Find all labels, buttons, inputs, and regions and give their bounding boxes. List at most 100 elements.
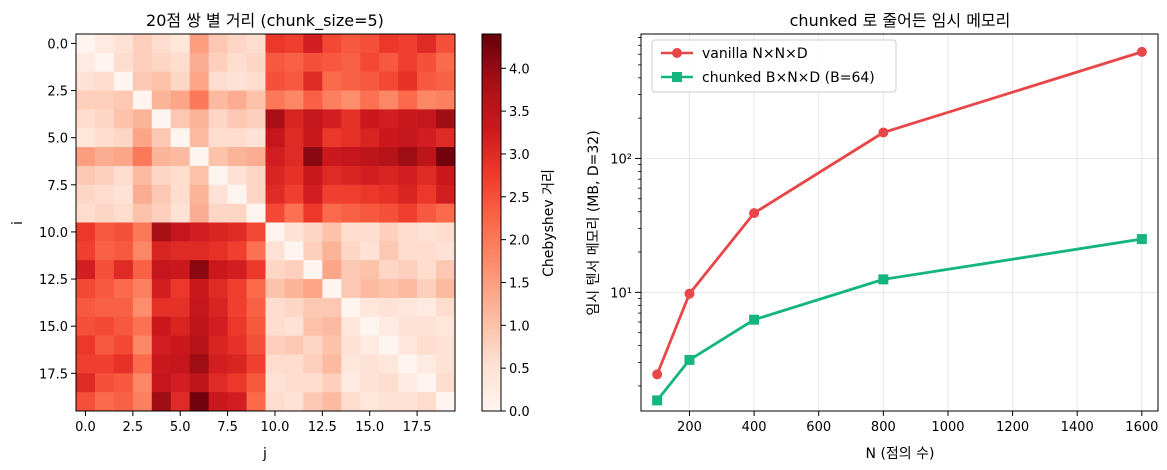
heatmap-cell: [322, 90, 342, 110]
heatmap-cell: [208, 165, 228, 186]
heatmap-cell: [398, 147, 418, 167]
heatmap-cell: [341, 128, 361, 148]
heatmap-y-tick-label: 12.5: [39, 273, 68, 288]
heatmap-cell: [417, 184, 437, 205]
heatmap-cell: [284, 34, 304, 54]
heatmap-cell: [76, 335, 96, 355]
heatmap-cell: [208, 147, 228, 167]
heatmap-cell: [189, 34, 210, 54]
heatmap-cell: [398, 373, 418, 393]
heatmap-cell: [246, 90, 266, 110]
heatmap-cell: [170, 222, 191, 242]
heatmap-cell: [76, 222, 96, 242]
heatmap-cell: [132, 109, 153, 129]
heatmap-cell: [208, 128, 228, 148]
heatmap-cell: [170, 373, 191, 393]
heatmap-cell: [246, 354, 266, 374]
data-point-vanilla: [684, 288, 695, 299]
colorbar-tick-label: 3.5: [509, 105, 530, 120]
heatmap-cell: [360, 34, 380, 54]
heatmap-cell: [284, 184, 304, 205]
line-panel: chunked 로 줄어든 임시 메모리 200 400 600 800 1000 120…: [586, 11, 1159, 462]
heatmap-cell: [436, 90, 456, 110]
heatmap-cell: [436, 316, 456, 336]
heatmap-cell: [113, 34, 134, 54]
heatmap-cell: [417, 392, 437, 412]
heatmap-cell: [113, 279, 134, 299]
heatmap-cell: [246, 241, 266, 261]
heatmap-cell: [379, 34, 399, 54]
heatmap-cell: [341, 335, 361, 355]
heatmap-cell: [170, 52, 191, 73]
heatmap-cell: [322, 109, 342, 129]
heatmap-cell: [227, 90, 247, 110]
heatmap-cell: [170, 90, 191, 110]
heatmap-cell: [379, 373, 399, 393]
heatmap-cell: [76, 316, 96, 336]
heatmap-cell: [379, 335, 399, 355]
heatmap-cell: [76, 184, 96, 205]
heatmap-cell: [360, 260, 380, 280]
heatmap-cell: [360, 354, 380, 374]
line-x-tick-label: 400: [742, 420, 767, 435]
heatmap-cell: [265, 297, 285, 318]
heatmap-cell: [189, 203, 210, 223]
heatmap-cell: [170, 279, 191, 299]
heatmap-cell: [94, 297, 115, 318]
heatmap-cell: [322, 52, 342, 73]
heatmap-cell: [303, 354, 323, 374]
heatmap-cell: [417, 90, 437, 110]
colorbar-tick-label: 2.5: [509, 191, 530, 206]
heatmap-cell: [246, 316, 266, 336]
heatmap-cell: [76, 165, 96, 186]
colorbar-tick-label: 4.0: [509, 62, 530, 77]
heatmap-cell: [246, 128, 266, 148]
heatmap-cell: [246, 279, 266, 299]
heatmap-y-label: i: [10, 221, 26, 225]
heatmap-cell: [417, 52, 437, 73]
heatmap-cell: [94, 109, 115, 129]
colorbar: 0.0 0.5 1.0 1.5 2.0 2.5 3.0 3.5 4.0 Chebyshev 거리: [481, 33, 557, 420]
heatmap-cell: [265, 203, 285, 223]
heatmap-cell: [284, 392, 304, 412]
heatmap-cell: [170, 241, 191, 261]
heatmap-cell: [341, 71, 361, 91]
heatmap-x-tick-label: 12.5: [308, 420, 337, 435]
heatmap-cell: [436, 128, 456, 148]
heatmap-cell: [170, 260, 191, 280]
line-series: [652, 46, 1147, 406]
heatmap-cell: [303, 279, 323, 299]
line-x-tick-label: 1200: [996, 420, 1029, 435]
heatmap-cell: [417, 34, 437, 54]
colorbar-tick-label: 0.0: [509, 405, 530, 420]
heatmap-cell: [227, 335, 247, 355]
heatmap-cell: [208, 34, 228, 54]
heatmap-cell: [398, 34, 418, 54]
heatmap-cell: [341, 34, 361, 54]
heatmap-cell: [303, 392, 323, 412]
heatmap-cell: [76, 90, 96, 110]
heatmap-cell: [151, 316, 172, 336]
heatmap-cell: [360, 316, 380, 336]
line-x-tick-label: 1600: [1125, 420, 1158, 435]
heatmap-y-tick-label: 17.5: [39, 367, 68, 382]
heatmap-cell: [151, 241, 172, 261]
heatmap-panel: 20점 쌍 별 거리 (chunk_size=5) 0.0 2.5 5.0 7.5 10…: [10, 11, 456, 462]
heatmap-y-ticks: 0.0 2.5 5.0 7.5 10.0 12.5 15.0 17.5: [39, 37, 76, 382]
heatmap-cell: [417, 373, 437, 393]
heatmap-cell: [284, 90, 304, 110]
heatmap-cell: [398, 260, 418, 280]
heatmap-cell: [208, 260, 228, 280]
heatmap-cell: [76, 128, 96, 148]
heatmap-cell: [436, 165, 456, 186]
heatmap-cell: [284, 260, 304, 280]
heatmap-cell: [379, 184, 399, 205]
heatmap-x-tick-label: 7.5: [217, 420, 238, 435]
heatmap-cell: [170, 147, 191, 167]
heatmap-cell: [303, 184, 323, 205]
heatmap-cell: [436, 373, 456, 393]
heatmap-cell: [189, 71, 210, 91]
heatmap-cell: [417, 241, 437, 261]
heatmap-y-tick-label: 15.0: [39, 320, 68, 335]
